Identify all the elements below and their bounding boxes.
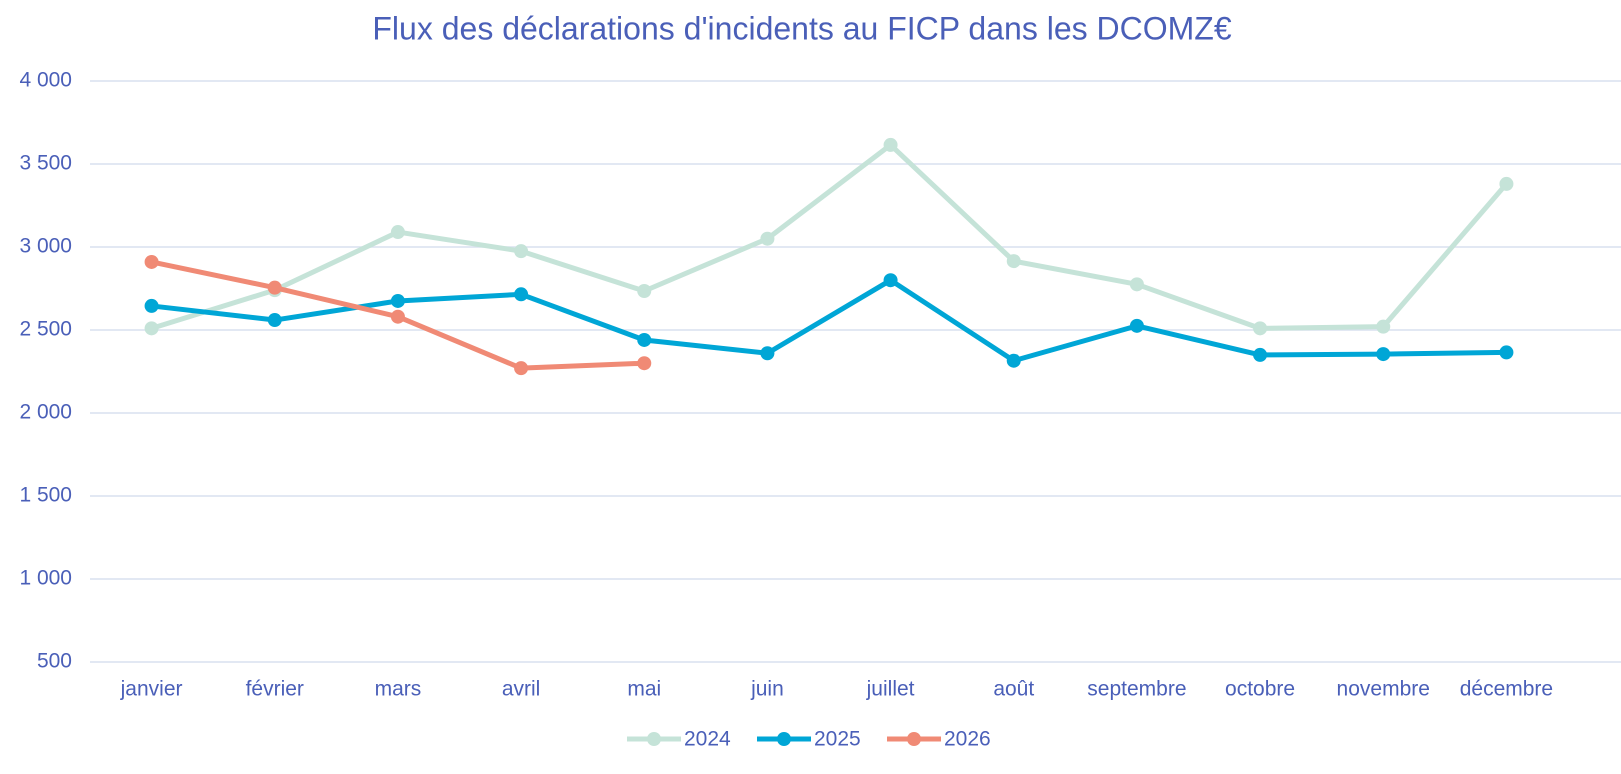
data-point [1253, 321, 1268, 336]
y-tick-label: 3 000 [19, 235, 72, 258]
data-point [637, 356, 652, 371]
y-tick-label: 4 000 [19, 69, 72, 92]
data-point [883, 273, 898, 288]
data-point [1129, 277, 1144, 292]
data-point [390, 225, 405, 240]
x-tick-label: décembre [1460, 678, 1553, 701]
data-point [144, 254, 159, 269]
y-tick-label: 3 500 [19, 152, 72, 175]
data-point [883, 137, 898, 152]
x-tick-label: octobre [1225, 678, 1295, 701]
x-tick-label: mars [375, 678, 422, 701]
data-point [1006, 254, 1021, 269]
data-point [1376, 319, 1391, 334]
series-line [151, 277, 1507, 364]
x-tick-label: novembre [1337, 678, 1430, 701]
legend-marker [777, 732, 791, 746]
data-point [1129, 318, 1144, 333]
x-tick-label: août [993, 678, 1034, 701]
data-point [144, 298, 159, 313]
data-point [1499, 176, 1514, 191]
legend-label: 2025 [814, 728, 861, 751]
legend-label: 2024 [684, 728, 731, 751]
data-point [267, 313, 282, 328]
y-tick-label: 2 000 [19, 401, 72, 424]
y-tick-label: 2 500 [19, 318, 72, 341]
x-tick-label: avril [502, 678, 541, 701]
data-point [390, 293, 405, 308]
data-point [514, 287, 529, 302]
x-tick-label: janvier [120, 678, 183, 701]
data-point [637, 283, 652, 298]
data-point [514, 361, 529, 376]
series-line [150, 142, 1509, 331]
data-point [760, 346, 775, 361]
data-point [144, 321, 159, 336]
legend-marker [907, 732, 921, 746]
chart-title: Flux des déclarations d'incidents au FIC… [372, 10, 1231, 46]
data-point [390, 309, 405, 324]
data-point [637, 332, 652, 347]
data-point [514, 244, 529, 259]
data-point [1499, 345, 1514, 360]
data-point [1006, 353, 1021, 368]
y-tick-label: 1 000 [19, 567, 72, 590]
x-tick-label: février [246, 678, 304, 701]
y-tick-label: 500 [37, 650, 72, 673]
data-point [1253, 347, 1268, 362]
y-tick-label: 1 500 [19, 484, 72, 507]
x-tick-label: mai [627, 678, 661, 701]
x-tick-label: juillet [866, 678, 915, 701]
legend-marker [647, 732, 661, 746]
data-point [267, 280, 282, 295]
data-point [1376, 347, 1391, 362]
legend-label: 2026 [944, 728, 991, 751]
x-tick-label: juin [750, 678, 784, 701]
data-point [760, 231, 775, 246]
x-tick-label: septembre [1087, 678, 1186, 701]
